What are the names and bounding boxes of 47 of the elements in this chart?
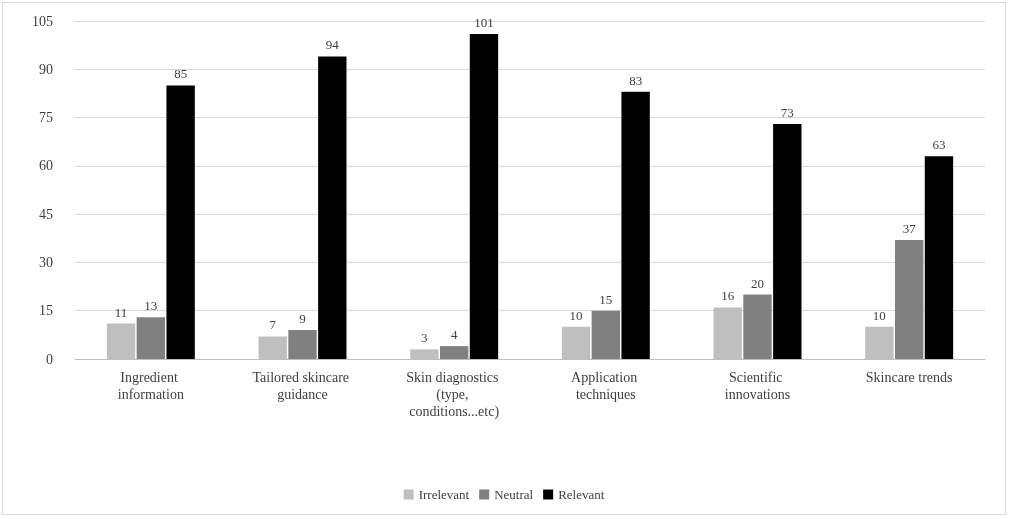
data-label: 10 — [872, 307, 886, 323]
x-tick-label: Skin diagnostics (type, conditions...etc) — [406, 370, 502, 420]
y-tick-label: 0 — [46, 351, 53, 367]
data-label: 94 — [325, 37, 340, 53]
bar — [469, 33, 499, 359]
data-label: 9 — [299, 311, 306, 327]
data-label: 83 — [629, 72, 643, 88]
y-tick-label: 30 — [39, 254, 53, 270]
bar — [318, 56, 347, 359]
legend-label: Neutral — [494, 487, 534, 502]
bar — [288, 330, 317, 359]
bar — [591, 310, 621, 359]
x-tick-label: Tailored skincare guidance — [252, 370, 353, 402]
y-tick-label: 60 — [39, 158, 53, 174]
y-tick-label: 15 — [39, 303, 53, 319]
legend-label: Irrelevant — [418, 487, 470, 502]
bar — [894, 239, 924, 359]
legend-label: Relevant — [558, 487, 605, 502]
y-tick-label: 90 — [39, 61, 53, 77]
bar — [136, 317, 166, 359]
data-label: 101 — [474, 14, 494, 30]
bar — [621, 91, 650, 359]
data-label: 37 — [902, 220, 917, 236]
data-label: 15 — [599, 291, 613, 307]
bar — [439, 346, 469, 359]
x-tick-label: Application techniques — [571, 370, 641, 402]
bar — [924, 156, 954, 359]
data-label: 20 — [751, 275, 764, 291]
data-label: 10 — [569, 307, 583, 323]
data-label: 13 — [144, 298, 158, 314]
data-label: 4 — [450, 327, 458, 343]
y-tick-label: 75 — [39, 110, 53, 126]
x-tick-label: Scientific innovations — [724, 370, 791, 402]
bar — [773, 124, 802, 359]
data-label: 11 — [114, 304, 128, 320]
data-label: 63 — [932, 137, 946, 153]
data-label: 16 — [721, 288, 735, 304]
y-tick-label: 45 — [39, 206, 53, 222]
data-label: 85 — [174, 66, 188, 82]
data-label: 3 — [421, 330, 428, 346]
data-label: 7 — [269, 317, 277, 333]
x-tick-label: Skincare trends — [865, 370, 953, 385]
bar — [743, 294, 772, 359]
x-tick-label: Ingredient information — [117, 370, 184, 402]
y-tick-label: 105 — [32, 13, 53, 29]
data-label: 73 — [780, 105, 794, 121]
bar — [166, 85, 195, 359]
